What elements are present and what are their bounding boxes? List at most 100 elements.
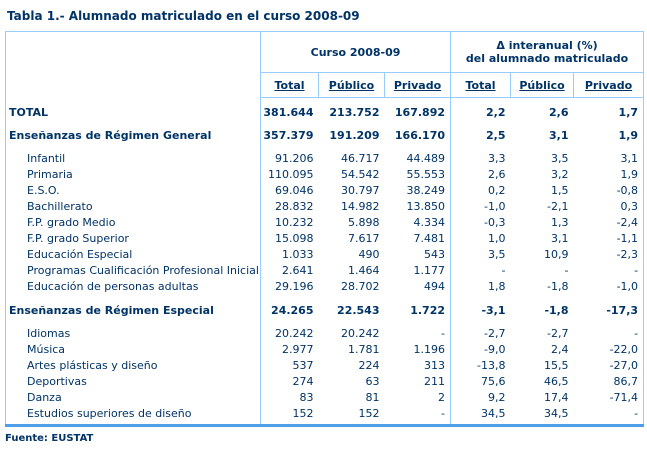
table-header: Curso 2008-09 Δ interanual (%) del alumn…: [5, 31, 644, 98]
cell-value: -2,1: [547, 199, 569, 213]
cell-value: 1.781: [348, 342, 380, 356]
cell-value: 1,9: [618, 129, 639, 142]
cell-value: 22.543: [337, 304, 380, 317]
cell-value: 213.752: [329, 106, 380, 119]
cell-value: 3,3: [488, 151, 506, 165]
cell-value: -: [564, 263, 569, 277]
cell-value: 0,3: [620, 199, 639, 213]
table-row: Infantil 91.206 46.717 44.489 3,3 3,5 3,1: [5, 150, 644, 166]
cell-value: -: [501, 263, 506, 277]
cell-value: 10,9: [544, 247, 569, 261]
cell-value: -1,8: [544, 304, 569, 317]
cell-value: -1,0: [616, 279, 639, 293]
cell-value: 13.850: [384, 198, 452, 214]
cell-value: 3,1: [620, 151, 639, 165]
source-note: Fuente: EUSTAT: [5, 433, 94, 444]
cell-value: -: [384, 405, 452, 426]
cell-value: 4.334: [384, 214, 452, 230]
cell-value: 3,5: [551, 151, 569, 165]
cell-value: -3,1: [481, 304, 506, 317]
cell-value: 2,6: [549, 106, 569, 119]
table-row: Enseñanzas de Régimen General 357.379 191.…: [5, 124, 644, 150]
column-header-pblico-curso: Público: [318, 72, 385, 98]
table-row: Bachillerato 28.832 14.982 13.850 -1,0 -2,1 0,…: [5, 198, 644, 214]
cell-value: 110.095: [268, 167, 314, 181]
row-label: Infantil: [5, 150, 261, 166]
cell-value: 1,8: [488, 279, 506, 293]
cell-value: 3,1: [551, 231, 569, 245]
table-row: Educación Especial 1.033 490 543 3,5 10,9 -2,3: [5, 246, 644, 262]
cell-value: -0,3: [484, 215, 506, 229]
cell-value: 3,5: [488, 247, 506, 261]
cell-value: 2,2: [486, 106, 506, 119]
table-row: Artes plásticas y diseño 537 224 313 -13,8 15…: [5, 357, 644, 373]
table-row: Música 2.977 1.781 1.196 -9,0 2,4 -22,0: [5, 341, 644, 357]
cell-value: 44.489: [384, 150, 452, 166]
column-header-total-delta: Total: [450, 72, 511, 98]
cell-value: 81: [365, 390, 380, 404]
cell-value: 29.196: [275, 279, 314, 293]
cell-value: -17,3: [606, 304, 639, 317]
cell-value: 191.209: [329, 129, 380, 142]
cell-value: 30.797: [341, 183, 380, 197]
row-label: Estudios superiores de diseño: [5, 405, 261, 426]
cell-value: 2.977: [282, 342, 314, 356]
cell-value: 1,5: [551, 183, 569, 197]
cell-value: -2,7: [484, 326, 506, 340]
cell-value: -13,8: [477, 358, 506, 372]
row-label: TOTAL: [5, 97, 261, 124]
cell-value: 152: [292, 406, 314, 420]
cell-value: 1,3: [551, 215, 569, 229]
cell-value: 69.046: [275, 183, 314, 197]
column-header-label: Total: [274, 78, 305, 92]
cell-value: 224: [358, 358, 380, 372]
cell-value: 14.982: [341, 199, 380, 213]
group-header-delta: Δ interanual (%) del alumnado matriculad…: [450, 31, 644, 73]
cell-value: -: [634, 406, 639, 420]
cell-value: 17,4: [544, 390, 569, 404]
cell-value: 357.379: [263, 129, 314, 142]
table-row: F.P. grado Superior 15.098 7.617 7.481 1,0 3,…: [5, 230, 644, 246]
table-row: Danza 83 81 2 9,2 17,4 -71,4: [5, 389, 644, 405]
cell-value: 494: [384, 278, 452, 294]
cell-value: 10.232: [275, 215, 314, 229]
cell-value: 3,1: [549, 129, 569, 142]
table-body: TOTAL 381.644 213.752 167.892 2,2 2,6 1,7 Enseñ…: [5, 97, 644, 426]
table-row: Programas Cualificación Profesional Inic…: [5, 262, 644, 278]
cell-value: 543: [384, 246, 452, 262]
table-row: Deportivas 274 63 211 75,6 46,5 86,7: [5, 373, 644, 389]
row-label: F.P. grado Superior: [5, 230, 261, 246]
table-row: E.S.O. 69.046 30.797 38.249 0,2 1,5 -0,8: [5, 182, 644, 198]
cell-value: 211: [384, 373, 452, 389]
cell-value: 313: [384, 357, 452, 373]
cell-value: 2,6: [488, 167, 506, 181]
column-header-label: Privado: [393, 78, 442, 92]
page-title: Tabla 1.- Alumnado matriculado en el cur…: [7, 9, 360, 23]
cell-value: 15,5: [544, 358, 569, 372]
cell-value: 75,6: [481, 374, 506, 388]
column-header-label: Total: [465, 78, 496, 92]
cell-value: 1.464: [348, 263, 380, 277]
cell-value: 34,5: [544, 406, 569, 420]
column-header-label: Público: [519, 78, 565, 92]
cell-value: -2,7: [547, 326, 569, 340]
cell-value: 1.722: [384, 294, 452, 325]
cell-value: 1.177: [384, 262, 452, 278]
cell-value: 1.196: [384, 341, 452, 357]
cell-value: 55.553: [384, 166, 452, 182]
row-label: Música: [5, 341, 261, 357]
row-label: Programas Cualificación Profesional Inic…: [5, 262, 261, 278]
cell-value: -22,0: [609, 342, 639, 356]
row-label: Enseñanzas de Régimen General: [5, 124, 261, 150]
cell-value: 28.702: [341, 279, 380, 293]
cell-value: -9,0: [484, 342, 506, 356]
cell-value: 1.033: [282, 247, 314, 261]
cell-value: 9,2: [488, 390, 506, 404]
row-label: Idiomas: [5, 325, 261, 341]
cell-value: 86,7: [613, 374, 639, 388]
cell-value: -1,1: [616, 231, 639, 245]
table-row: Estudios superiores de diseño 152 152-34,5…: [5, 405, 644, 426]
column-header-label: Público: [328, 78, 375, 92]
delta-header-line2: del alumnado matriculado: [465, 52, 629, 65]
cell-value: 537: [292, 358, 314, 372]
